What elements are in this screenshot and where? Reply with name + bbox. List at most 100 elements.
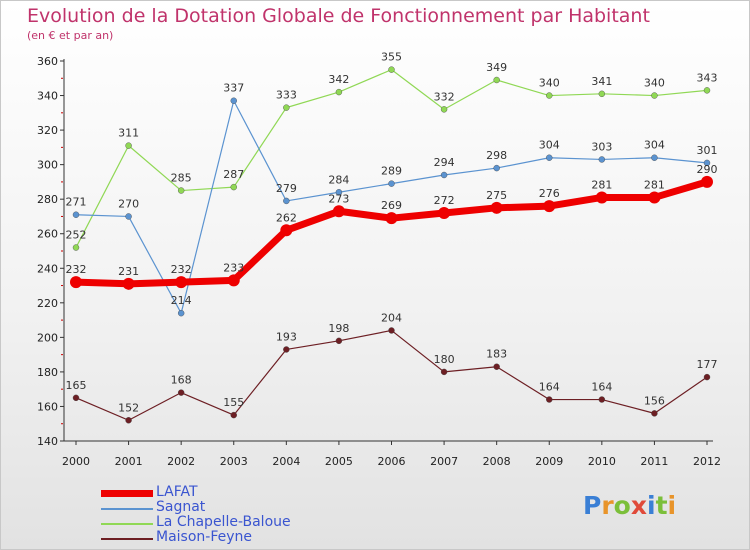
proxiti-logo: Proxiti [583, 491, 676, 520]
data-point [598, 156, 606, 163]
data-point [598, 396, 606, 403]
data-label: 193 [276, 330, 297, 343]
data-label: 168 [171, 374, 192, 387]
data-label: 232 [171, 263, 192, 276]
data-label: 279 [276, 182, 297, 195]
y-tick-label: 280 [37, 193, 58, 206]
data-point [440, 106, 448, 113]
data-point [490, 201, 503, 214]
data-label: 332 [434, 90, 455, 103]
data-label: 340 [644, 77, 665, 90]
legend-label: Maison-Feyne [156, 529, 253, 545]
logo-letter: P [583, 491, 602, 520]
data-point [703, 159, 711, 167]
data-label: 341 [591, 75, 612, 88]
legend-label: Sagnat [156, 499, 206, 515]
data-label: 271 [66, 196, 87, 209]
data-point [332, 205, 345, 218]
y-tick-label: 160 [37, 400, 58, 413]
data-label: 285 [171, 172, 192, 185]
data-point [546, 154, 553, 161]
data-label: 281 [644, 178, 665, 191]
x-tick-label: 2004 [272, 455, 300, 468]
x-tick-label: 2010 [588, 455, 616, 468]
data-point [440, 171, 448, 179]
logo-letter: x [630, 491, 647, 520]
data-point [230, 411, 237, 419]
data-point [703, 87, 711, 94]
data-label: 290 [697, 163, 718, 176]
data-point [543, 200, 556, 213]
data-point [385, 212, 398, 225]
data-label: 232 [66, 263, 87, 276]
data-point [227, 274, 240, 287]
data-point [125, 142, 132, 149]
data-label: 156 [644, 394, 665, 407]
y-tick-label: 260 [37, 228, 58, 241]
data-label: 301 [697, 144, 718, 157]
legend-swatch [101, 490, 153, 497]
data-label: 252 [66, 229, 87, 242]
x-tick-label: 2002 [167, 455, 195, 468]
data-label: 273 [328, 192, 349, 205]
data-label: 183 [486, 348, 507, 361]
data-label: 231 [118, 265, 139, 278]
chart-title: Evolution de la Dotation Globale de Fonc… [27, 5, 650, 27]
data-point [177, 309, 185, 317]
data-label: 294 [434, 156, 455, 169]
data-label: 349 [486, 61, 507, 74]
data-label: 165 [66, 379, 87, 392]
data-point [651, 92, 658, 99]
data-label: 272 [434, 194, 455, 207]
data-label: 337 [223, 82, 244, 95]
data-label: 333 [276, 89, 297, 102]
chart-subtitle: (en € et par an) [27, 29, 114, 42]
data-point [546, 396, 553, 403]
data-point [72, 211, 80, 218]
y-tick-label: 320 [37, 124, 58, 137]
legend-swatch [101, 508, 153, 510]
data-point [177, 389, 185, 396]
logo-letter: o [613, 491, 631, 520]
x-tick-label: 2011 [640, 455, 668, 468]
data-label: 340 [539, 77, 560, 90]
x-tick-label: 2005 [325, 455, 353, 468]
data-point [493, 76, 500, 84]
data-label: 303 [591, 140, 612, 153]
data-point [595, 191, 608, 204]
data-label: 304 [539, 139, 560, 152]
data-point [122, 277, 135, 290]
data-point [335, 189, 343, 196]
data-point [701, 175, 713, 188]
data-point [283, 104, 290, 111]
logo-letter: i [647, 491, 656, 520]
x-tick-label: 2012 [693, 455, 721, 468]
data-point [175, 276, 188, 289]
data-label: 198 [328, 322, 349, 335]
data-point [72, 394, 80, 402]
data-label: 214 [171, 294, 192, 307]
data-point [598, 90, 606, 98]
data-point [388, 66, 395, 73]
data-point [70, 276, 82, 289]
data-label: 269 [381, 199, 402, 212]
y-tick-label: 200 [37, 331, 58, 344]
data-label: 180 [434, 353, 455, 366]
data-point [388, 327, 395, 334]
x-tick-label: 2007 [430, 455, 458, 468]
data-point [230, 97, 237, 104]
data-point [440, 368, 448, 376]
data-label: 342 [328, 73, 349, 86]
data-point [335, 88, 343, 96]
data-label: 355 [381, 51, 402, 64]
data-label: 343 [697, 71, 718, 84]
data-label: 298 [486, 149, 507, 162]
data-point [125, 213, 132, 220]
data-label: 164 [591, 381, 612, 394]
x-tick-label: 2008 [483, 455, 511, 468]
data-label: 275 [486, 189, 507, 202]
legend-swatch [101, 523, 153, 525]
data-point [493, 363, 500, 370]
